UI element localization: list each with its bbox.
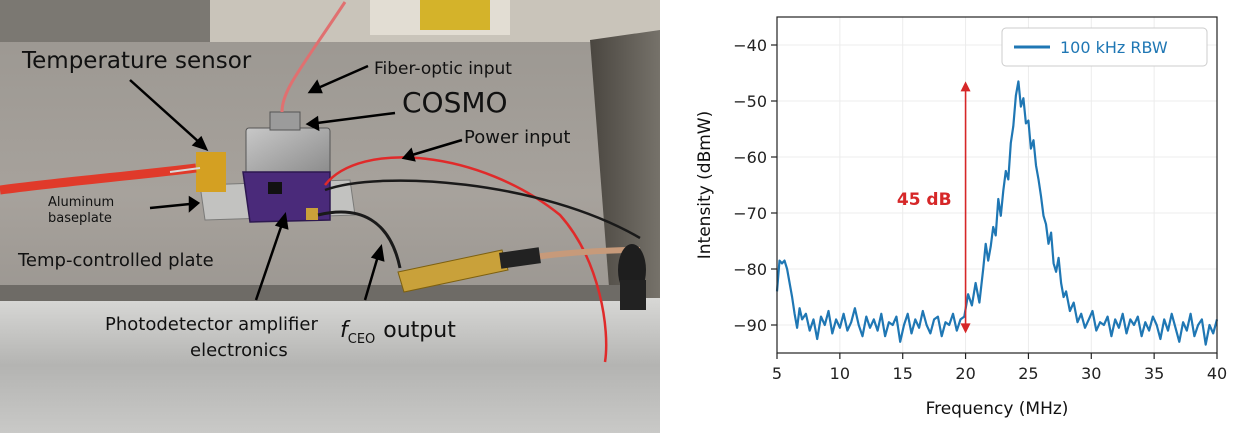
laser-warning-panel	[420, 0, 490, 30]
label-photodetector-line2: electronics	[190, 340, 288, 361]
label-temperature-sensor: Temperature sensor	[21, 48, 252, 74]
black-heat-shrink	[499, 247, 541, 269]
label-fceo-output: fCEO output	[340, 318, 456, 347]
x-tick-label: 30	[1081, 364, 1101, 383]
label-aluminum-line2: baseplate	[48, 211, 112, 226]
setup-photograph: Temperature sensor Fiber-optic input COS…	[0, 0, 660, 433]
tick-layer: 5 10 15 20 25 30 35 40 −40 −50 −60 −70 −80 −90	[733, 36, 1227, 383]
cosmo-fiber-boot	[269, 111, 301, 131]
y-tick-label: −80	[733, 260, 767, 279]
sensor-wire	[169, 167, 201, 173]
pcb-chip	[268, 182, 282, 194]
probe-body	[620, 280, 646, 310]
series-line	[775, 80, 1219, 346]
y-tick-label: −40	[733, 36, 767, 55]
x-tick-label: 20	[955, 364, 975, 383]
x-tick-label: 10	[830, 364, 850, 383]
series-layer	[775, 80, 1219, 346]
x-tick-label: 40	[1207, 364, 1227, 383]
label-photodetector-line1: Photodetector amplifier	[105, 314, 318, 335]
annotation-arrowhead-top	[960, 81, 971, 92]
rf-output-cable	[317, 210, 402, 269]
power-red-wire	[324, 156, 608, 363]
y-tick-label: −90	[733, 316, 767, 335]
annotation-label: 45 dB	[897, 190, 952, 210]
plot-background	[662, 0, 1234, 433]
legend-box	[1001, 27, 1208, 67]
spectrum-chart: 45 dB 5 10 15 20 25 30 35 40−40−50−60−70−80−90 …	[662, 0, 1234, 433]
power-black-wire	[324, 179, 641, 240]
x-tick-label: 5	[772, 364, 782, 383]
label-fiber-optic-input: Fiber-optic input	[374, 59, 512, 79]
pcb-sma	[306, 208, 318, 220]
sma-connector	[397, 249, 509, 293]
annotation-arrowhead-bottom	[960, 323, 971, 334]
x-tick-label: 25	[1018, 364, 1038, 383]
y-tick-label: −70	[733, 204, 767, 223]
plate-right-edge	[590, 30, 660, 300]
legend: 100 kHz RBW	[1001, 27, 1208, 67]
photo-arrows	[129, 64, 463, 301]
label-cosmo: COSMO	[402, 86, 508, 119]
y-tick-label: −60	[733, 148, 767, 167]
upper-left-shelf	[0, 0, 210, 42]
temperature-sensor-tape	[196, 152, 226, 192]
temp-controlled-plate-front	[0, 298, 660, 433]
plate-edge-shadow	[0, 285, 630, 301]
x-tick-label: 35	[1144, 364, 1164, 383]
legend-label: 100 kHz RBW	[1060, 38, 1168, 57]
cosmo-package	[245, 127, 331, 177]
x-axis-label: Frequency (MHz)	[926, 399, 1069, 419]
y-axis-label: Intensity (dBmW)	[695, 111, 715, 259]
x-tick-label: 15	[893, 364, 913, 383]
label-aluminum-line1: Aluminum	[48, 195, 114, 210]
plot-frame	[776, 16, 1218, 354]
y-tick-label: −50	[733, 92, 767, 111]
fiber-optic-cable	[280, 1, 347, 113]
label-power-input: Power input	[464, 127, 570, 148]
annotation-layer: 45 dB	[897, 81, 971, 334]
label-temp-controlled-plate: Temp-controlled plate	[17, 250, 214, 271]
